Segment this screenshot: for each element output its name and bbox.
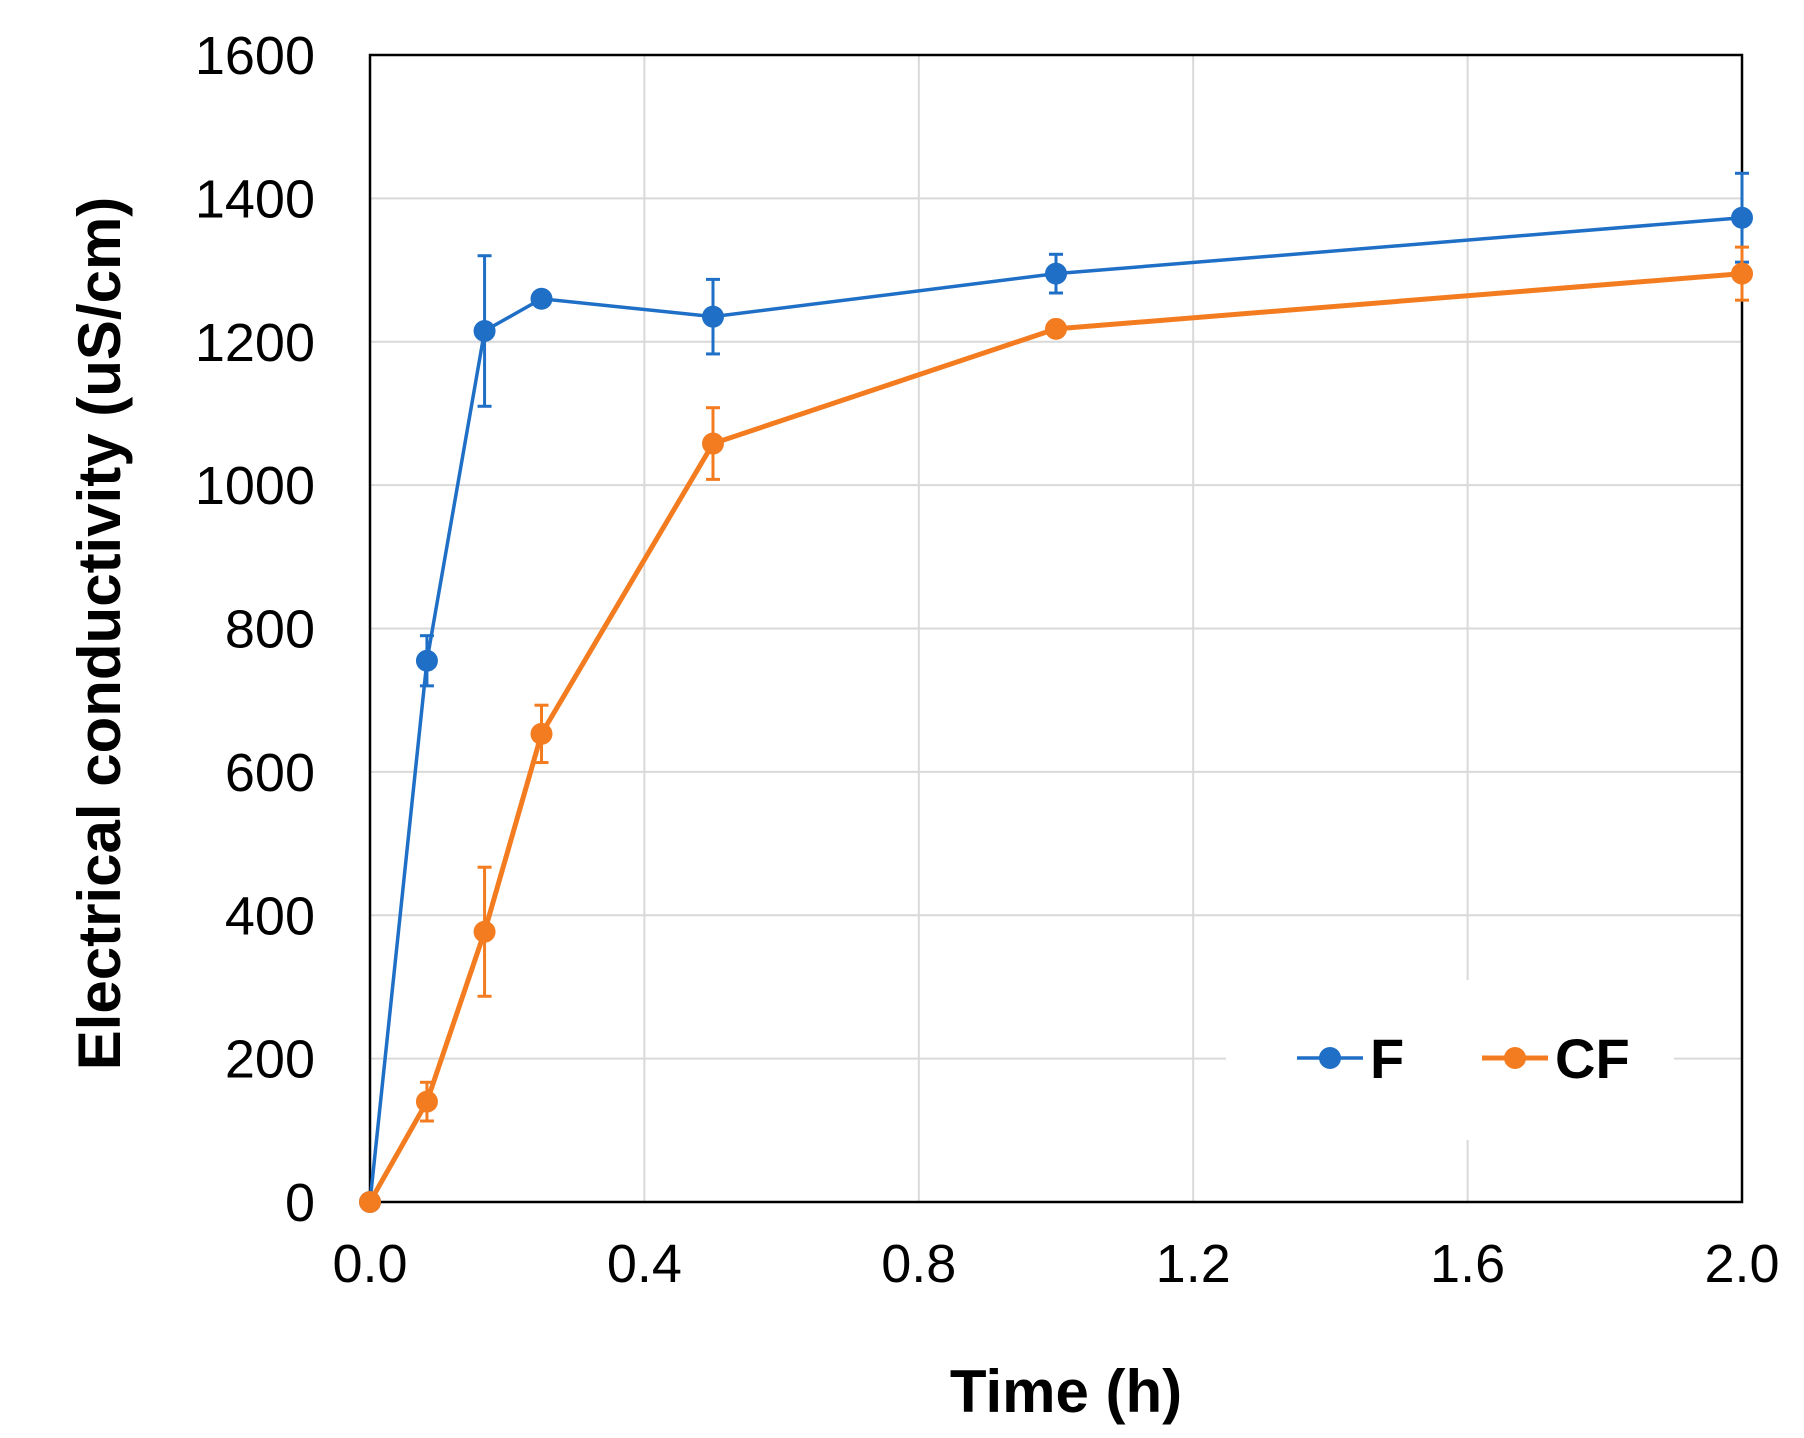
x-tick-label: 0.8 xyxy=(881,1234,956,1294)
y-tick-label: 1600 xyxy=(195,26,315,86)
data-point xyxy=(415,1090,438,1113)
legend-label: CF xyxy=(1555,1027,1630,1090)
y-tick-label: 400 xyxy=(225,886,315,946)
series-layer xyxy=(359,171,1753,1213)
data-point xyxy=(359,1191,381,1213)
data-point xyxy=(530,722,553,745)
data-point xyxy=(473,319,496,342)
legend-item-cf: CF xyxy=(1482,1027,1630,1090)
data-point xyxy=(702,432,724,455)
y-tick-label: 800 xyxy=(225,600,315,660)
y-tick-label: 200 xyxy=(225,1030,315,1090)
plot-frame xyxy=(368,53,1744,1204)
y-axis-title: Electrical conductivity (uS/cm) xyxy=(66,197,133,1071)
series-cf xyxy=(359,245,1753,1213)
legend-swatch-marker xyxy=(1319,1047,1341,1069)
y-tick-label: 1400 xyxy=(195,169,315,229)
legend-item-f: F xyxy=(1297,1027,1404,1090)
data-point xyxy=(1731,262,1753,285)
y-tick-label: 1200 xyxy=(195,313,315,373)
data-point xyxy=(702,305,724,328)
legend-label: F xyxy=(1370,1027,1404,1090)
y-tick-label: 0 xyxy=(285,1173,315,1233)
legend: F CF xyxy=(1226,980,1674,1140)
legend-background xyxy=(1226,980,1674,1140)
x-axis-ticks: 0.0 0.4 0.8 1.2 1.6 2.0 xyxy=(332,1234,1779,1294)
x-tick-label: 0.0 xyxy=(332,1234,407,1294)
data-point xyxy=(1045,317,1067,340)
x-tick-label: 0.4 xyxy=(607,1234,682,1294)
legend-swatch-marker xyxy=(1504,1047,1526,1069)
y-tick-label: 600 xyxy=(225,743,315,803)
y-tick-label: 1000 xyxy=(195,456,315,516)
x-axis-title: Time (h) xyxy=(950,1358,1182,1425)
x-tick-label: 2.0 xyxy=(1704,1234,1779,1294)
data-point xyxy=(530,287,553,310)
data-point xyxy=(473,920,496,943)
y-axis-ticks: 0 200 400 600 800 1000 1200 1400 1600 xyxy=(195,26,315,1233)
x-tick-label: 1.2 xyxy=(1156,1234,1231,1294)
data-point xyxy=(1731,206,1753,229)
x-tick-label: 1.6 xyxy=(1430,1234,1505,1294)
data-point xyxy=(1045,262,1067,285)
data-point xyxy=(415,649,438,672)
